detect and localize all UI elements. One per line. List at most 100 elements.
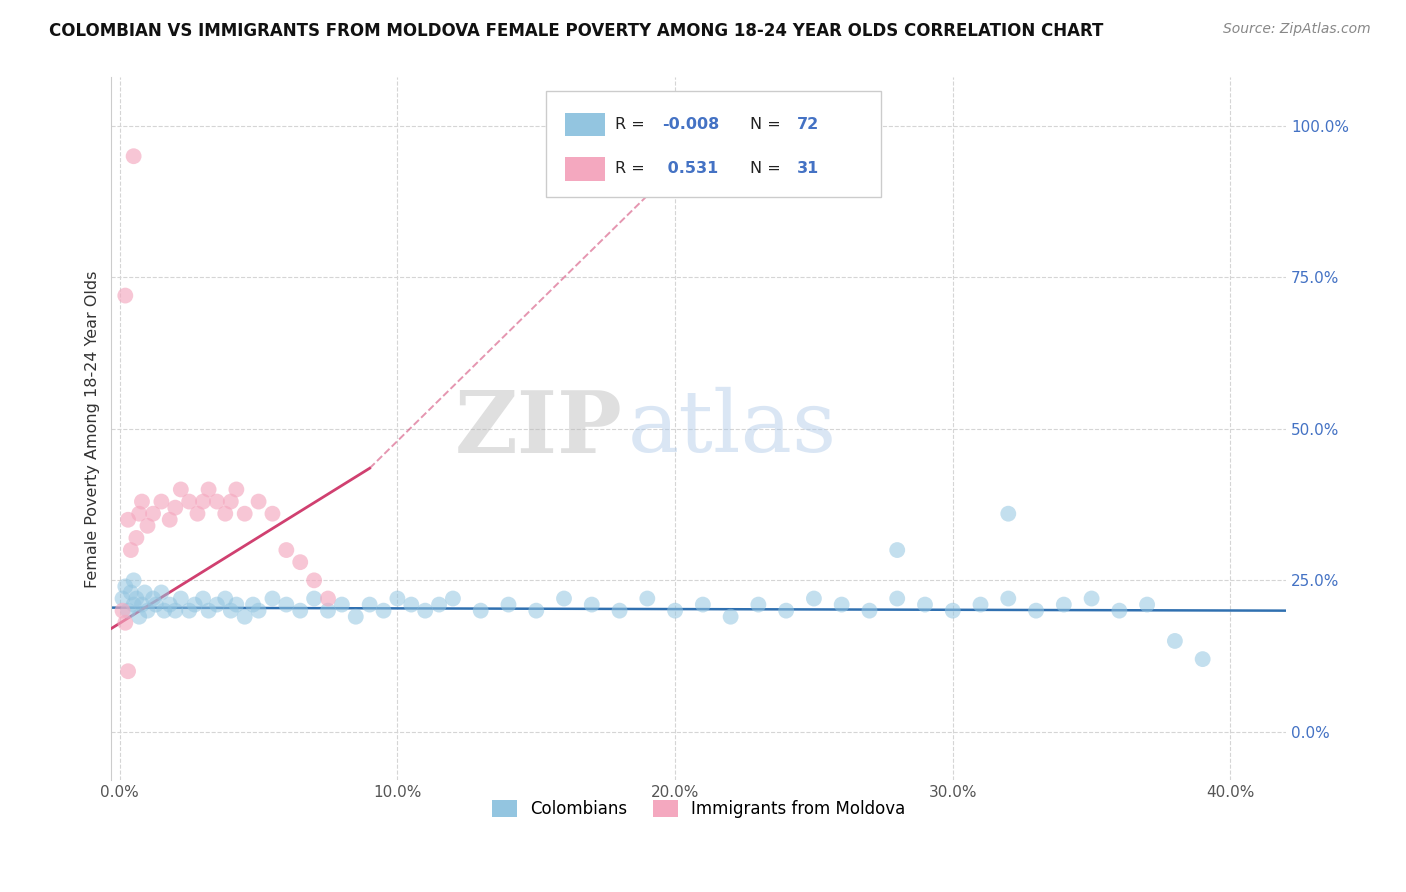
Legend: Colombians, Immigrants from Moldova: Colombians, Immigrants from Moldova (485, 793, 912, 825)
Point (1164, 634, 1187, 648)
Point (145, 598, 167, 612)
Point (125, 531, 148, 545)
Point (197, 483, 219, 497)
Point (441, 591, 464, 606)
Point (128, 609, 150, 624)
Point (344, 609, 367, 624)
Point (170, 591, 193, 606)
Point (553, 591, 575, 606)
Point (276, 543, 298, 558)
Point (150, 585, 173, 599)
Text: N =: N = (751, 117, 786, 132)
Point (233, 507, 256, 521)
Text: COLOMBIAN VS IMMIGRANTS FROM MOLDOVA FEMALE POVERTY AMONG 18-24 YEAR OLDS CORREL: COLOMBIAN VS IMMIGRANTS FROM MOLDOVA FEM… (49, 22, 1104, 40)
Point (664, 604, 686, 618)
Point (858, 604, 880, 618)
Point (803, 591, 825, 606)
Point (720, 609, 742, 624)
Point (524, 604, 547, 618)
Text: -0.008: -0.008 (662, 117, 720, 132)
Point (214, 591, 236, 606)
Point (302, 591, 325, 606)
Point (1053, 598, 1076, 612)
Point (233, 609, 256, 624)
Text: ZIP: ZIP (454, 387, 623, 471)
Point (262, 591, 284, 606)
Point (247, 494, 270, 508)
Point (142, 507, 165, 521)
Point (387, 591, 409, 606)
Point (1108, 604, 1130, 618)
Point (153, 604, 176, 618)
Point (886, 591, 908, 606)
Text: 31: 31 (797, 161, 820, 177)
Point (205, 494, 228, 508)
Text: 72: 72 (797, 117, 820, 132)
Point (125, 591, 148, 606)
Point (122, 574, 145, 588)
Text: atlas: atlas (628, 387, 838, 470)
Point (114, 288, 136, 302)
Point (120, 585, 142, 599)
Point (290, 555, 312, 569)
Point (219, 494, 242, 508)
Point (942, 604, 965, 618)
Point (219, 604, 242, 618)
Point (114, 615, 136, 630)
Point (1191, 652, 1213, 666)
Point (1025, 604, 1047, 618)
Point (214, 507, 236, 521)
FancyBboxPatch shape (565, 112, 605, 136)
Point (225, 483, 247, 497)
Point (262, 507, 284, 521)
Point (330, 598, 353, 612)
Point (609, 604, 631, 618)
Point (131, 598, 153, 612)
Point (427, 598, 450, 612)
Point (997, 591, 1019, 606)
Point (1136, 598, 1159, 612)
FancyBboxPatch shape (565, 157, 605, 181)
FancyBboxPatch shape (546, 92, 880, 197)
Point (242, 598, 264, 612)
Point (134, 585, 156, 599)
Point (831, 598, 853, 612)
Point (165, 500, 187, 515)
Point (128, 507, 150, 521)
Point (997, 507, 1019, 521)
Point (120, 543, 142, 558)
Y-axis label: Female Poverty Among 18-24 Year Olds: Female Poverty Among 18-24 Year Olds (86, 270, 100, 588)
Point (183, 598, 205, 612)
Point (276, 598, 298, 612)
Point (316, 604, 339, 618)
Point (165, 604, 187, 618)
Text: R =: R = (616, 161, 650, 177)
Point (775, 604, 797, 618)
Point (692, 598, 714, 612)
Point (122, 598, 145, 612)
Point (401, 598, 423, 612)
Point (886, 543, 908, 558)
Point (117, 513, 139, 527)
Point (111, 604, 134, 618)
Point (136, 604, 159, 618)
Point (470, 604, 492, 618)
Point (170, 483, 193, 497)
Point (373, 604, 395, 618)
Point (413, 604, 436, 618)
Point (581, 598, 603, 612)
Point (179, 604, 201, 618)
Point (114, 579, 136, 593)
Point (117, 604, 139, 618)
Text: Source: ZipAtlas.com: Source: ZipAtlas.com (1223, 22, 1371, 37)
Point (636, 591, 658, 606)
Point (316, 591, 339, 606)
Point (225, 598, 247, 612)
Point (191, 591, 214, 606)
Point (1080, 591, 1102, 606)
Point (498, 598, 520, 612)
Point (302, 574, 325, 588)
Point (247, 604, 270, 618)
Point (197, 604, 219, 618)
Point (122, 149, 145, 163)
